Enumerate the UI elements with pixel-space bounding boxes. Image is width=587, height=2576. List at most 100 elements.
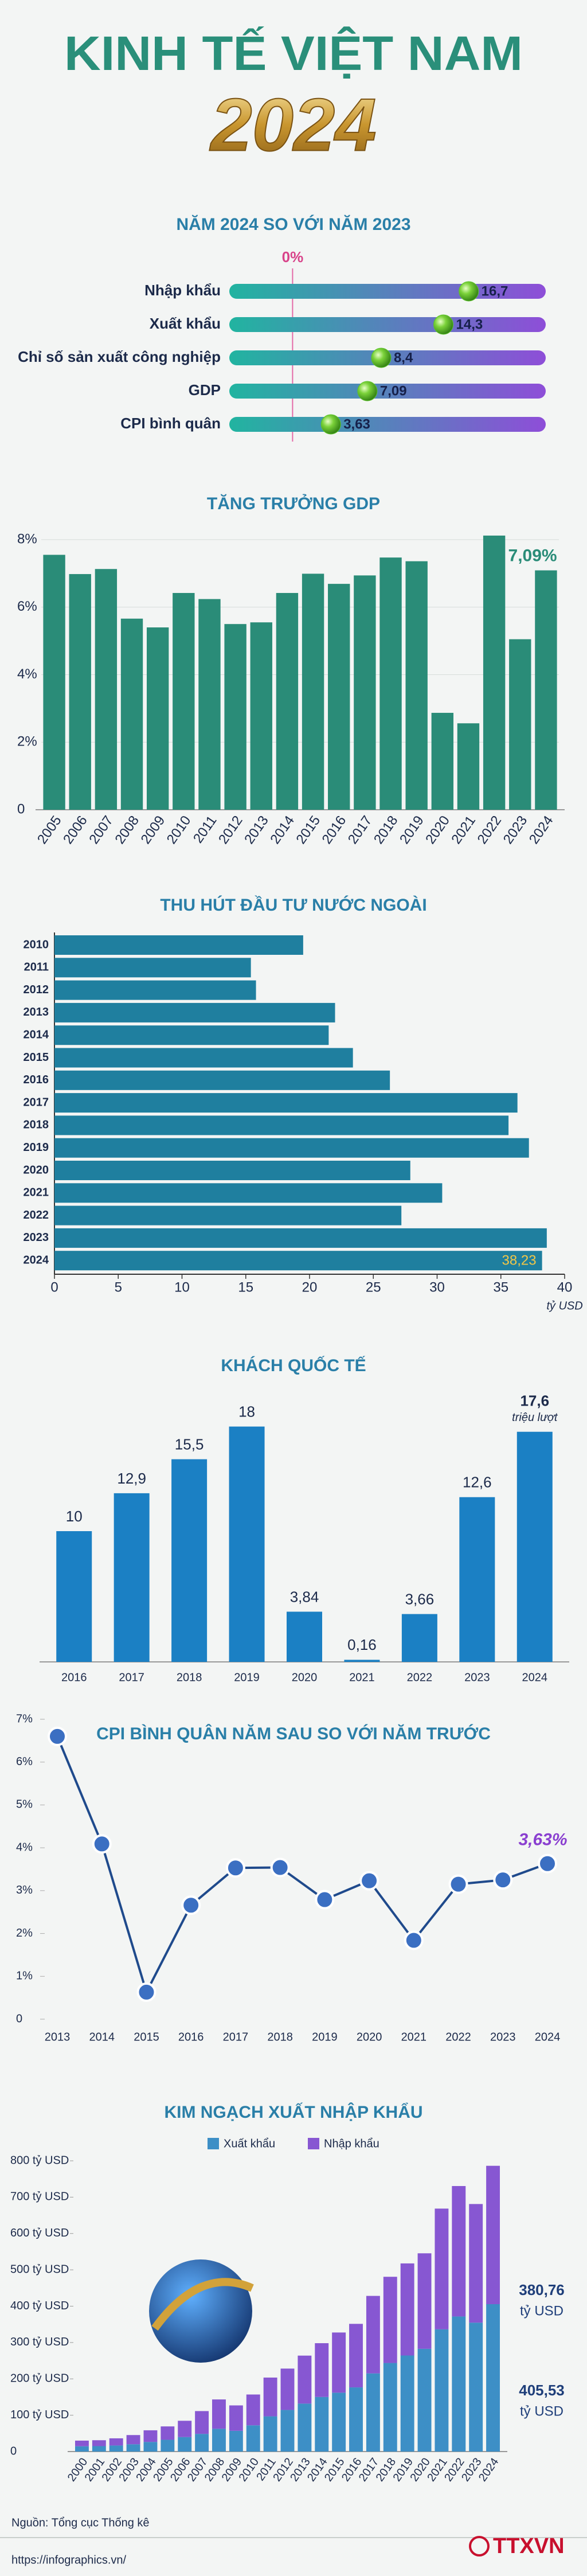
bar xyxy=(173,593,195,810)
bar-segment xyxy=(246,2394,260,2426)
value-label: 7,09 xyxy=(380,383,407,399)
x-tick-label: 10 xyxy=(174,1279,190,1295)
bar-segment xyxy=(366,2296,380,2374)
x-tick-label: 2020 xyxy=(357,2031,382,2043)
bar xyxy=(276,593,299,810)
bar xyxy=(328,584,350,810)
bar-segment xyxy=(161,2426,175,2440)
bar xyxy=(120,618,143,810)
bar-segment xyxy=(486,2165,500,2304)
bar xyxy=(54,1115,509,1135)
x-tick-label: 0 xyxy=(50,1279,58,1295)
bar-segment xyxy=(400,2263,414,2356)
bar-segment xyxy=(469,2323,483,2452)
logo: TTXVN xyxy=(493,2534,565,2558)
y-tick-label: 2018 xyxy=(24,1119,49,1131)
value-label: 14,3 xyxy=(456,317,483,332)
globe-arrow xyxy=(151,2278,254,2331)
bar-segment xyxy=(161,2440,175,2452)
bar xyxy=(535,570,557,810)
point xyxy=(181,1895,201,1915)
value-label: 12,9 xyxy=(117,1470,146,1487)
x-tick-label: 2019 xyxy=(234,1671,260,1684)
point xyxy=(225,1858,245,1878)
bar xyxy=(401,1614,437,1662)
x-tick-label: 2018 xyxy=(177,1671,202,1684)
point xyxy=(538,1853,557,1874)
bar-segment xyxy=(383,2363,397,2452)
point xyxy=(404,1930,424,1950)
value-label: 16,7 xyxy=(482,283,508,299)
x-tick-label: 2021 xyxy=(349,1671,375,1684)
bar xyxy=(379,557,402,810)
y-tick-label: 2023 xyxy=(24,1231,49,1244)
y-tick-label: 2% xyxy=(17,734,37,750)
y-tick-label: 2014 xyxy=(24,1028,49,1041)
dot xyxy=(357,381,378,401)
bar-segment xyxy=(469,2204,483,2323)
y-tick-label: 6% xyxy=(16,1755,33,1768)
point xyxy=(48,1726,67,1746)
bar-segment xyxy=(417,2348,432,2452)
x-tick-label: 2015 xyxy=(134,2031,159,2043)
category-label: CPI bình quân xyxy=(120,415,221,432)
bar-segment xyxy=(383,2277,397,2363)
bar-segment xyxy=(486,2304,500,2452)
legend-swatch xyxy=(208,2138,219,2149)
callout-value: 380,76 xyxy=(519,2281,565,2298)
chart-title: NĂM 2024 SO VỚI NĂM 2023 xyxy=(176,214,410,234)
chart-title: THU HÚT ĐẦU TƯ NƯỚC NGOÀI xyxy=(160,895,426,915)
bar xyxy=(198,599,221,810)
bar xyxy=(54,1251,542,1271)
y-tick-label: 2013 xyxy=(24,1006,49,1018)
bar xyxy=(431,713,454,810)
point xyxy=(136,1982,156,2002)
y-tick-label: 800 tỷ USD xyxy=(10,2154,69,2167)
chart-title: KIM NGẠCH XUẤT NHẬP KHẨU xyxy=(164,2102,422,2122)
bar-segment xyxy=(349,2324,363,2388)
bar xyxy=(224,624,246,810)
value-label: 3,63 xyxy=(343,416,370,432)
main-title: KINH TẾ VIỆT NAM xyxy=(64,26,523,80)
bar xyxy=(54,935,303,955)
bar xyxy=(54,980,256,1000)
y-tick-label: 2017 xyxy=(24,1096,49,1109)
y-tick-label: 3% xyxy=(16,1884,33,1896)
value-label: 8,4 xyxy=(394,350,413,365)
x-tick-label: 25 xyxy=(366,1279,381,1295)
y-tick-label: 500 tỷ USD xyxy=(10,2263,69,2276)
chart-title: TĂNG TRƯỞNG GDP xyxy=(207,494,380,513)
bar xyxy=(54,1228,547,1248)
bar-segment xyxy=(298,2355,312,2404)
y-tick-label: 2011 xyxy=(24,961,49,974)
bar-segment xyxy=(75,2440,89,2446)
x-tick-label: 15 xyxy=(238,1279,253,1295)
bar-segment xyxy=(229,2430,243,2452)
track xyxy=(229,417,546,432)
bar-segment xyxy=(315,2397,329,2452)
bar xyxy=(56,1531,92,1662)
bar-segment xyxy=(178,2437,192,2452)
x-tick-label: 2018 xyxy=(267,2031,293,2043)
y-tick-label: 2% xyxy=(16,1927,33,1939)
y-tick-label: 2010 xyxy=(24,938,49,951)
value-label: 18 xyxy=(238,1403,255,1420)
chart-title: KHÁCH QUỐC TẾ xyxy=(221,1356,366,1375)
x-tick-label: 2017 xyxy=(119,1671,144,1684)
dot xyxy=(459,281,479,302)
bar-segment xyxy=(332,2392,346,2452)
bar xyxy=(54,1025,329,1045)
value-label: 38,23 xyxy=(502,1253,537,1269)
bar-segment xyxy=(315,2343,329,2397)
x-tick-label: 2023 xyxy=(490,2031,516,2043)
y-tick-label: 4% xyxy=(16,1841,33,1853)
value-label: 12,6 xyxy=(463,1474,492,1491)
bar-segment xyxy=(195,2411,209,2434)
bar xyxy=(69,574,91,810)
bar-segment xyxy=(366,2373,380,2452)
bar-segment xyxy=(178,2421,192,2437)
bar-segment xyxy=(280,2410,295,2452)
y-tick-label: 2020 xyxy=(24,1164,49,1176)
legend-label: Xuất khẩu xyxy=(224,2137,275,2150)
